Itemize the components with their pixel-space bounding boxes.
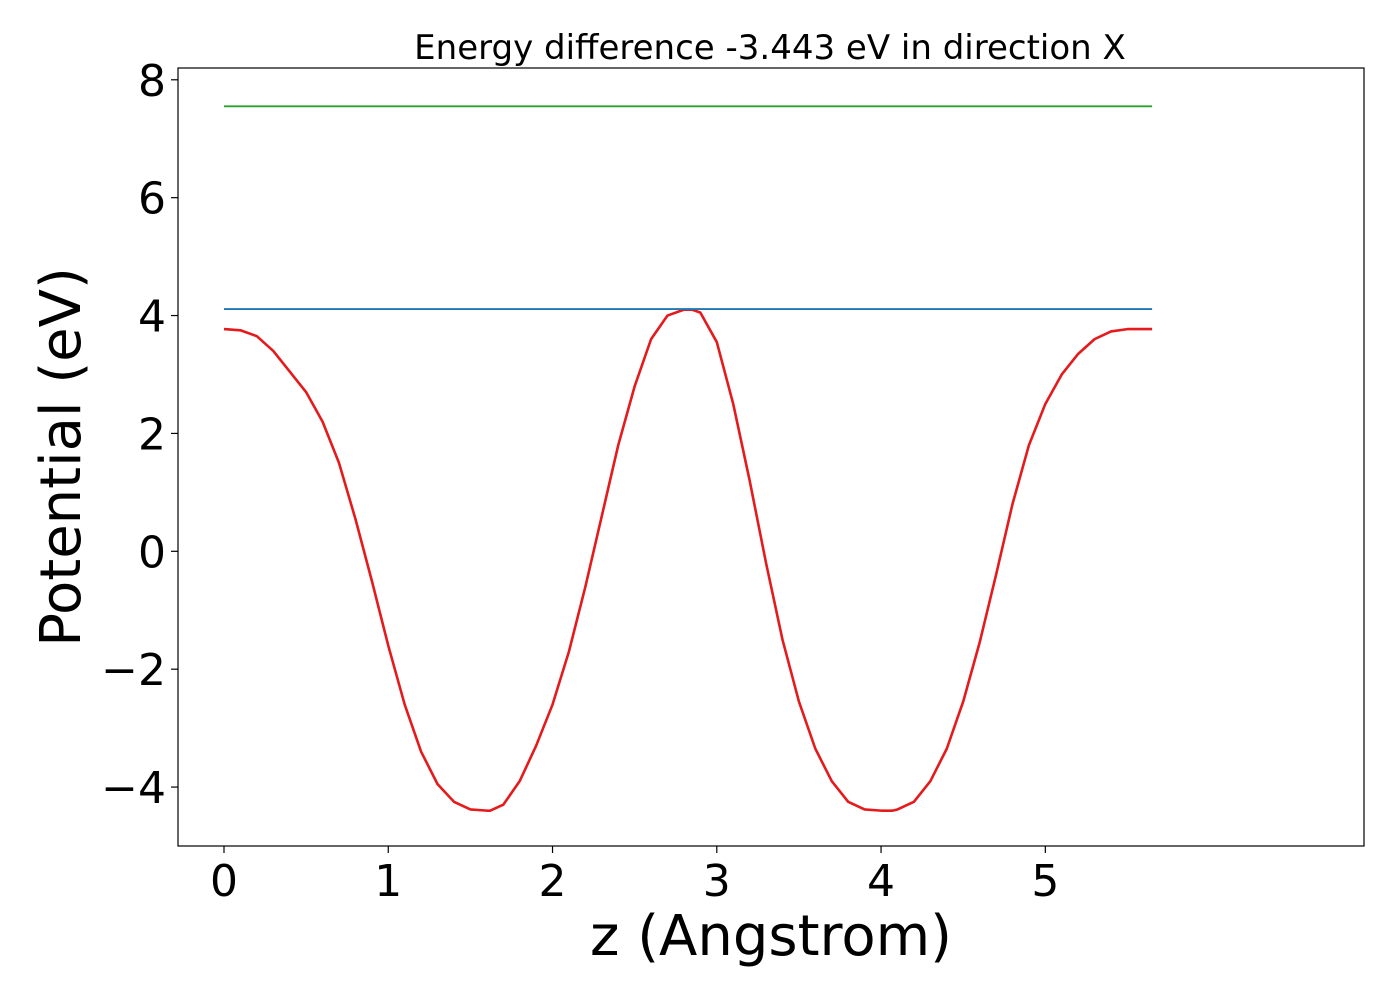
x-tick-label: 2 xyxy=(539,856,567,907)
series-layer xyxy=(223,105,1153,812)
x-tick-label: 4 xyxy=(867,856,895,907)
x-tick-label: 1 xyxy=(374,856,402,907)
y-tick-label: 8 xyxy=(138,56,166,107)
chart-title: Energy difference -3.443 eV in direction… xyxy=(414,28,1126,68)
y-tick-label: −2 xyxy=(101,645,166,696)
y-axis-label: Potential (eV) xyxy=(29,267,94,647)
x-tick-label: 3 xyxy=(703,856,731,907)
y-tick-label: 0 xyxy=(138,527,166,578)
series-line-0 xyxy=(223,308,1153,812)
y-tick-label: −4 xyxy=(101,763,166,814)
plot-area-frame xyxy=(177,67,1365,847)
ticks-layer: 0 1 2 3 4 5 −4 −2 0 2 4 6 8 xyxy=(101,56,1059,907)
x-axis-label: z (Angstrom) xyxy=(590,904,952,969)
y-tick-label: 4 xyxy=(138,292,166,343)
x-tick-label: 5 xyxy=(1031,856,1059,907)
y-tick-label: 2 xyxy=(138,409,166,460)
x-tick-label: 0 xyxy=(210,856,238,907)
y-tick-label: 6 xyxy=(138,174,166,225)
